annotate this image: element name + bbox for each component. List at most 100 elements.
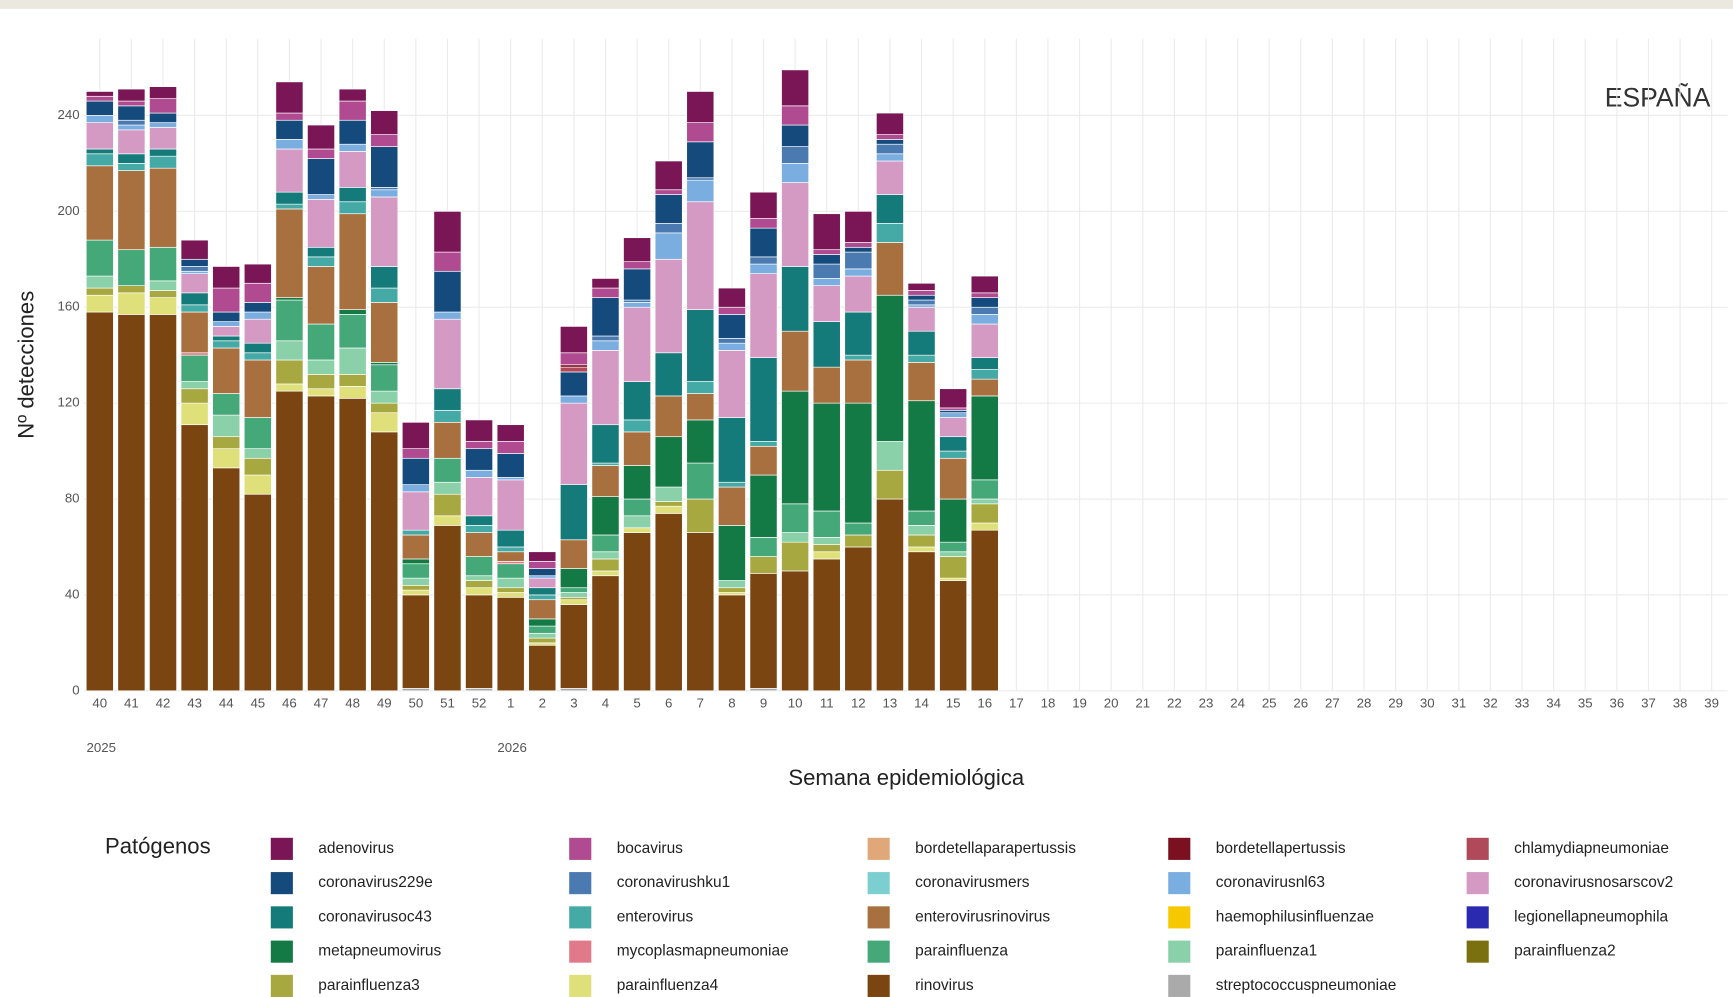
bar-segment xyxy=(180,270,209,274)
bar-segment xyxy=(559,592,588,598)
legend-swatch xyxy=(867,872,890,895)
legend-label: parainfluenza xyxy=(915,943,1008,960)
bar-segment xyxy=(812,558,841,692)
bar-segment xyxy=(907,525,936,536)
bar-segment xyxy=(686,381,715,394)
bar-segment xyxy=(623,261,652,270)
x-tick-label: 13 xyxy=(883,696,898,711)
legend-swatch xyxy=(1466,872,1489,895)
bar-segment xyxy=(781,390,810,505)
x-tick-label: 24 xyxy=(1230,696,1245,711)
bar-segment xyxy=(781,163,810,183)
bar-segment xyxy=(686,122,715,143)
bar-segment xyxy=(528,637,557,644)
bar-segment xyxy=(559,604,588,689)
bar-segment xyxy=(559,596,588,601)
x-tick-label: 25 xyxy=(1262,696,1277,711)
bar-segment xyxy=(433,311,462,320)
bar-segment xyxy=(717,314,746,339)
bar-segment xyxy=(591,278,620,289)
bar-segment xyxy=(812,510,841,538)
bar-segment xyxy=(654,436,683,488)
bar-segment xyxy=(212,436,241,450)
legend-swatch xyxy=(1168,837,1191,860)
bar-segment xyxy=(528,599,557,620)
bar-segment xyxy=(433,493,462,517)
legend-label: enterovirusrinovirus xyxy=(915,908,1050,925)
bar-segment xyxy=(844,311,873,356)
legend-label: coronavirusoc43 xyxy=(318,908,432,925)
bar-segment xyxy=(654,395,683,438)
bar-segment xyxy=(686,462,715,500)
bar-segment xyxy=(465,441,493,450)
bar-segment xyxy=(528,561,557,569)
x-tick-label: 36 xyxy=(1609,696,1624,711)
bar-segment xyxy=(623,465,652,500)
bar-segment xyxy=(212,467,241,692)
bar-segment xyxy=(749,441,778,447)
bar-segment xyxy=(401,558,430,565)
bar-segment xyxy=(717,587,746,593)
bar-segment xyxy=(781,330,810,392)
bar-segment xyxy=(465,587,493,596)
x-tick-label: 32 xyxy=(1483,696,1498,711)
bar-segment xyxy=(654,160,683,191)
x-tick-label: 10 xyxy=(788,696,803,711)
x-tick-label: 17 xyxy=(1009,696,1024,711)
bar-segment xyxy=(338,386,367,399)
bar-segment xyxy=(149,246,177,282)
bar-segment xyxy=(338,88,367,102)
legend-label: coronavirusmers xyxy=(915,874,1030,891)
bar-segment xyxy=(559,599,588,605)
bar-segment xyxy=(85,287,114,296)
bar-segment xyxy=(465,419,493,442)
bar-segment xyxy=(275,340,304,361)
bar-segment xyxy=(970,522,999,531)
legend-label: rinovirus xyxy=(915,977,974,994)
legend-label: enterovirus xyxy=(617,908,694,925)
bar-segment xyxy=(496,587,525,593)
bar-segment xyxy=(907,551,936,692)
bar-segment xyxy=(401,577,430,586)
bar-segment xyxy=(307,199,335,248)
bar-segment xyxy=(591,340,620,351)
bar-segment xyxy=(781,69,810,107)
bar-segment xyxy=(907,290,936,296)
bar-segment xyxy=(654,352,683,397)
bar-segment xyxy=(591,424,620,464)
bar-segment xyxy=(623,306,652,382)
bar-segment xyxy=(401,529,430,536)
legend-label: bocavirus xyxy=(617,840,683,857)
legend-swatch xyxy=(1168,872,1191,895)
bar-segment xyxy=(117,249,146,286)
bar-segment xyxy=(717,486,746,526)
bar-segment xyxy=(180,292,209,306)
bar-segment xyxy=(717,342,746,351)
bar-segment xyxy=(307,256,335,267)
bar-segment xyxy=(970,357,999,370)
bar-segment xyxy=(149,86,177,99)
bar-segment xyxy=(85,294,114,313)
bar-segment xyxy=(876,153,904,162)
bar-segment xyxy=(717,580,746,589)
bar-segment xyxy=(812,544,841,553)
x-tick-label: 9 xyxy=(760,696,767,711)
x-tick-label: 12 xyxy=(851,696,866,711)
bar-segment xyxy=(749,445,778,476)
bar-segment xyxy=(243,263,272,284)
bar-segment xyxy=(401,563,430,579)
bar-segment xyxy=(528,632,557,639)
legend-swatch xyxy=(569,906,592,929)
x-tick-label: 29 xyxy=(1388,696,1403,711)
bar-segment xyxy=(401,457,430,485)
x-tick-label: 11 xyxy=(820,696,834,711)
bar-segment xyxy=(812,551,841,560)
bar-segment xyxy=(907,330,936,356)
bar-segment xyxy=(781,570,810,692)
bar-segment xyxy=(654,513,683,692)
legend-label: parainfluenza4 xyxy=(617,977,719,994)
bar-segment xyxy=(939,551,968,557)
bar-segment xyxy=(433,515,462,526)
bar-segment xyxy=(876,222,904,243)
bar-segment xyxy=(686,532,715,692)
